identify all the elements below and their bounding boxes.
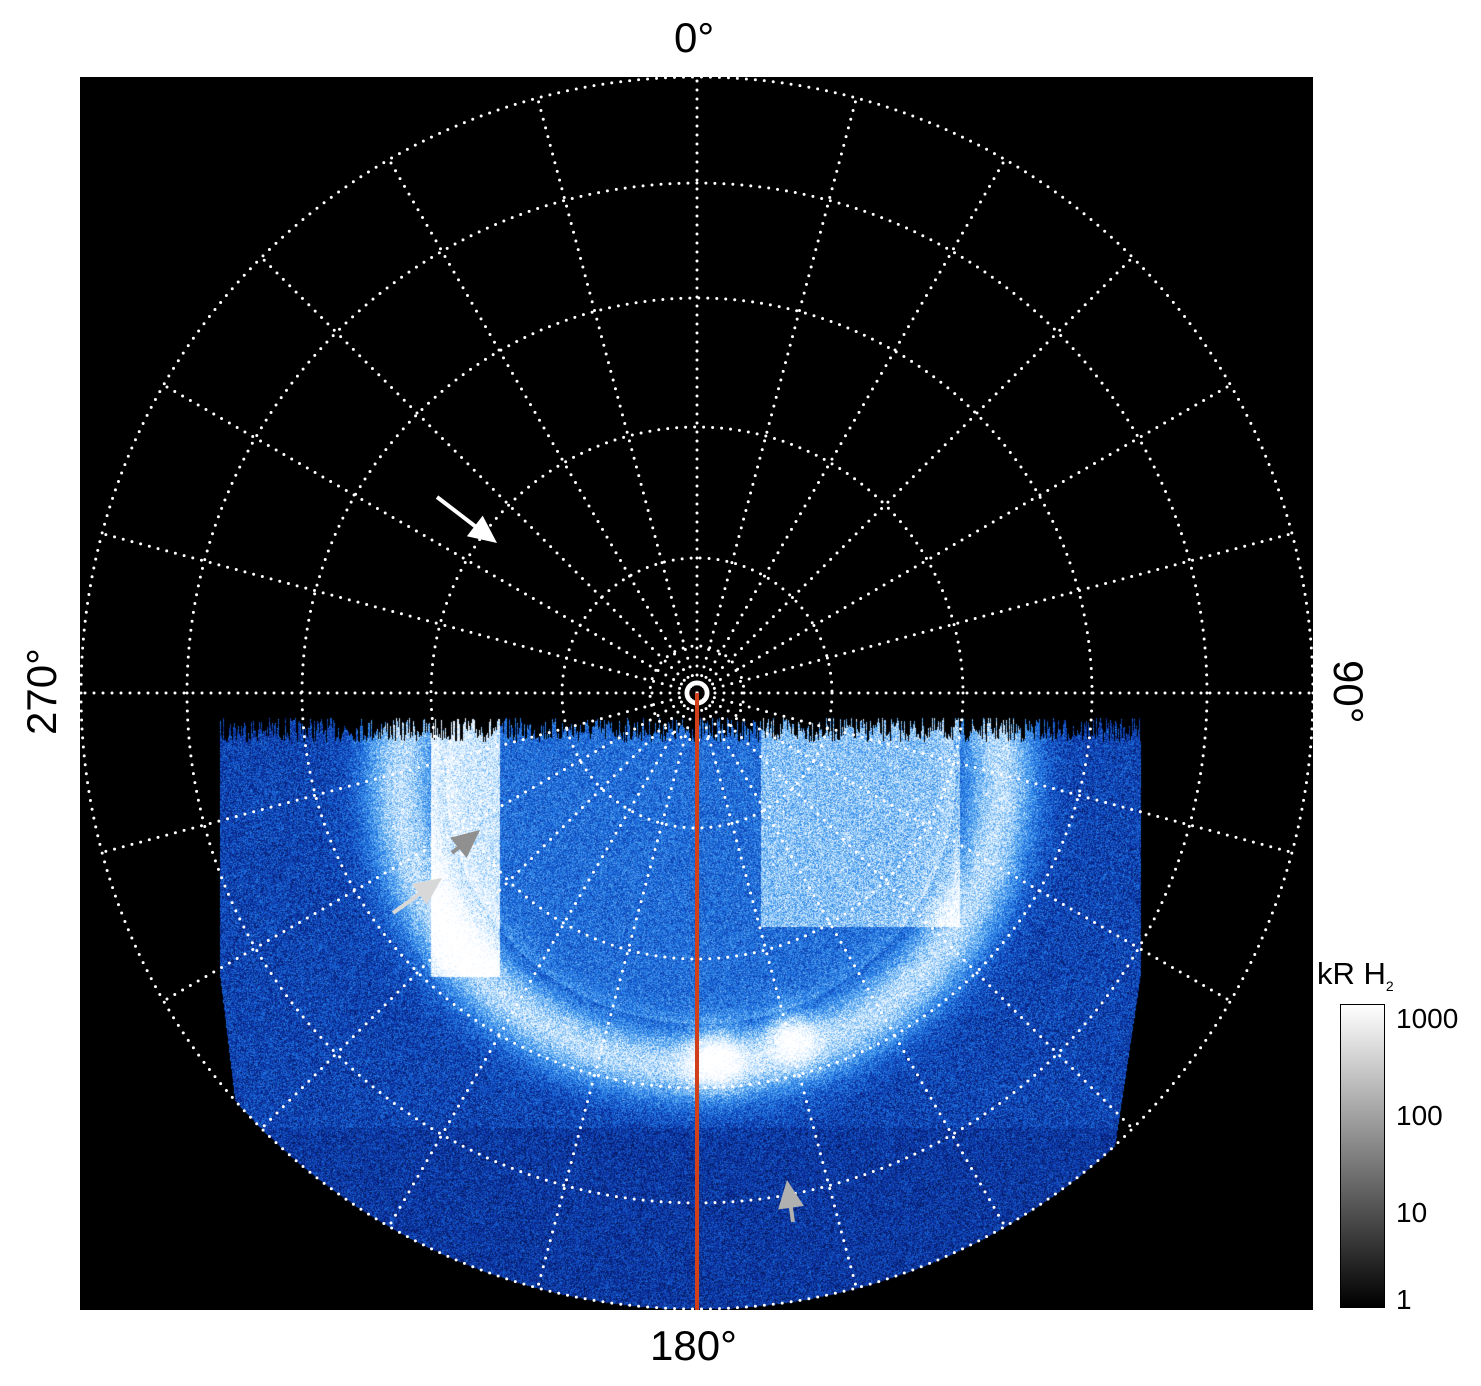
- meridian-line: [695, 691, 858, 1290]
- meridian-line: [162, 383, 699, 695]
- colorbar-tick: 1: [1396, 1284, 1412, 1315]
- meridian-line: [695, 691, 1232, 1003]
- arrow-icon-shaft: [435, 495, 481, 531]
- meridian-line: [536, 96, 699, 695]
- lat-lon-grid: [80, 77, 1313, 1310]
- colorbar-tick: 100: [1396, 1100, 1443, 1131]
- latitude-circle: [80, 77, 1313, 1310]
- meridian-line: [695, 691, 1007, 1228]
- meridian-line: [695, 158, 1007, 695]
- meridian-line: [695, 96, 858, 695]
- meridian-line: [387, 158, 699, 695]
- arrow-icon-head: [450, 830, 480, 858]
- latitude-circle: [648, 644, 746, 742]
- arrow-icon-head: [778, 1180, 804, 1210]
- meridian-line: [387, 691, 699, 1228]
- meridian-line: [695, 691, 1294, 854]
- colorbar: [1340, 1004, 1385, 1308]
- meridian-line: [162, 691, 699, 1003]
- longitude-label-90: 90°: [1325, 660, 1372, 724]
- meridian-line: [695, 532, 1294, 695]
- arrow-icon-shaft: [391, 889, 425, 915]
- meridian-line: [100, 691, 699, 854]
- meridian-line: [536, 691, 699, 1290]
- colorbar-tick: 10: [1396, 1197, 1428, 1228]
- meridian-line: [695, 255, 1135, 695]
- longitude-label-180: 180°: [650, 1322, 737, 1369]
- colorbar-tick: 1000: [1396, 1003, 1459, 1034]
- arrow-icon-head: [466, 515, 497, 543]
- colorbar-title: kR H2: [1317, 956, 1394, 994]
- polar-projection-map: [80, 77, 1313, 1310]
- longitude-label-270: 270°: [18, 648, 65, 735]
- meridian-line: [695, 691, 1135, 1131]
- longitude-label-0: 0°: [674, 14, 715, 61]
- arrow-icon-head: [411, 878, 442, 905]
- meridian-line: [695, 383, 1232, 695]
- colorbar-title-text: kR H: [1317, 956, 1386, 991]
- latitude-circle: [429, 425, 965, 961]
- colorbar-title-subscript: 2: [1385, 978, 1394, 995]
- meridian-line: [100, 532, 699, 695]
- meridian-line: [259, 255, 699, 695]
- meridian-line: [259, 691, 699, 1131]
